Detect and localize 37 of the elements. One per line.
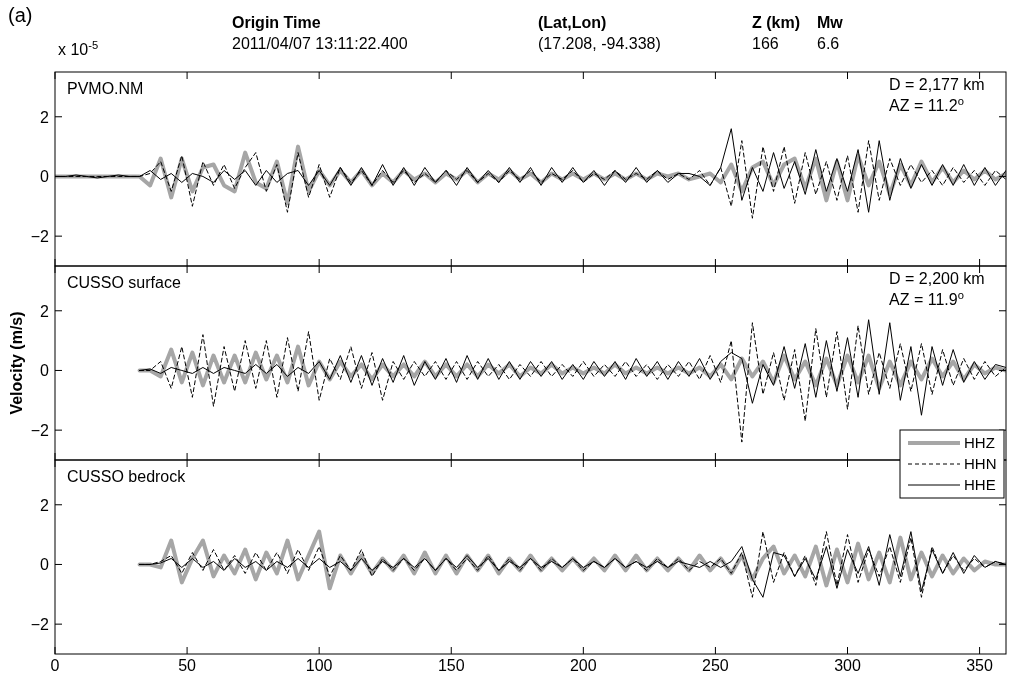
annotation: AZ = 11.9$^{o}$	[889, 289, 964, 308]
text: Z (km)	[752, 14, 800, 31]
text: 2011/04/07 13:11:22.400	[232, 35, 408, 52]
annotation: D = 2,200 km	[889, 270, 985, 287]
text: 166	[752, 35, 779, 52]
x-tick-label: 50	[178, 657, 197, 674]
text: (17.208, -94.338)	[538, 35, 661, 52]
text: CUSSO surface	[67, 274, 181, 291]
x-tick-label: 300	[834, 657, 861, 674]
annotation: AZ = 11.2$^{o}$	[889, 95, 964, 114]
text: PVMO.NM	[67, 80, 144, 97]
y-tick-label: 0	[40, 168, 50, 186]
text: Mw	[817, 14, 844, 31]
x-tick-label: 150	[437, 657, 465, 674]
text: CUSSO bedrock	[67, 468, 187, 485]
y-tick-label: 0	[40, 556, 50, 574]
y-tick-label: −2	[30, 616, 50, 634]
text: Origin Time	[232, 14, 321, 31]
text: 6.6	[817, 35, 840, 52]
legend-label: HHN	[964, 455, 997, 472]
y-tick-label: 2	[40, 108, 50, 126]
y-tick-label: −2	[30, 422, 50, 440]
y-tick-label: 0	[40, 362, 50, 380]
text: x 10$^{-5}$	[58, 39, 99, 58]
legend-label: HHE	[964, 476, 996, 493]
text: (a)	[8, 4, 33, 26]
x-tick-label: 250	[702, 657, 729, 674]
legend-label: HHZ	[964, 434, 995, 451]
text: (Lat,Lon)	[538, 14, 607, 31]
x-tick-label: 200	[569, 657, 597, 674]
y-tick-label: 2	[40, 302, 50, 320]
x-tick-label: 350	[966, 657, 994, 674]
y-tick-label: 2	[40, 496, 50, 514]
y-axis-title: Velocity (m/s)	[8, 311, 25, 415]
x-tick-label: 100	[305, 657, 333, 674]
annotation: D = 2,177 km	[889, 76, 985, 93]
y-tick-label: −2	[30, 228, 50, 246]
